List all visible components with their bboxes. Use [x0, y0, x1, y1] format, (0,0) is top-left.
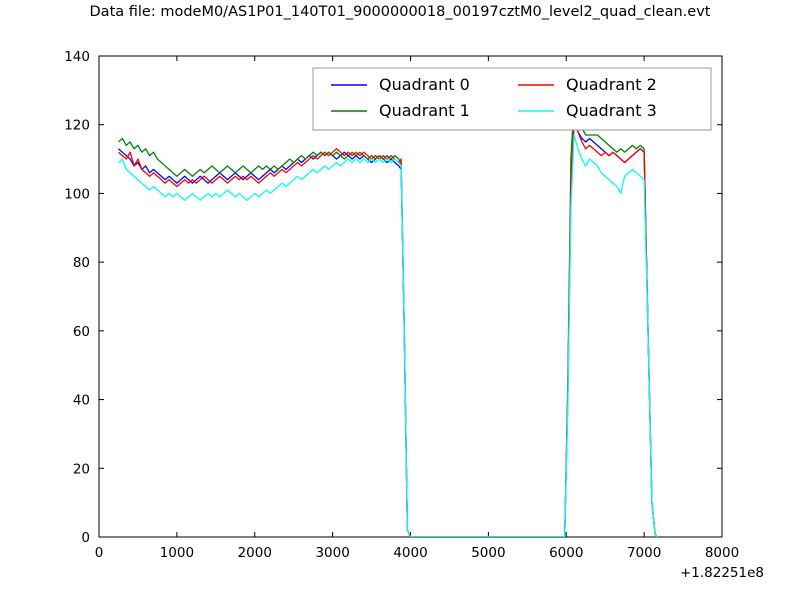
y-tick-label: 0 — [81, 530, 90, 546]
y-tick-label: 120 — [64, 118, 90, 134]
x-tick-label: 4000 — [393, 545, 427, 561]
legend-label-1: Quadrant 1 — [379, 101, 470, 120]
x-tick-label: 1000 — [160, 545, 194, 561]
y-tick-label: 20 — [73, 461, 90, 477]
series-line-0 — [118, 124, 658, 537]
y-tick-label: 80 — [73, 255, 90, 271]
legend-label-0: Quadrant 0 — [379, 75, 470, 94]
y-tick-label: 40 — [73, 393, 90, 409]
x-tick-label: 3000 — [315, 545, 349, 561]
x-tick-label: 2000 — [238, 545, 272, 561]
series-line-1 — [118, 103, 658, 537]
y-tick-label: 60 — [73, 324, 90, 340]
x-tick-label: 5000 — [471, 545, 505, 561]
series-line-3 — [118, 134, 658, 537]
series-line-2 — [118, 120, 658, 537]
legend-entry-0[interactable]: Quadrant 0 — [331, 75, 470, 94]
x-tick-label: 7000 — [627, 545, 661, 561]
x-tick-label: 0 — [95, 545, 104, 561]
legend-entry-1[interactable]: Quadrant 1 — [331, 101, 470, 120]
data-series-group — [118, 103, 658, 537]
legend-label-2: Quadrant 2 — [566, 75, 657, 94]
x-axis-offset-label: +1.82251e8 — [680, 565, 764, 581]
x-tick-label: 6000 — [549, 545, 583, 561]
y-tick-label: 140 — [64, 49, 90, 65]
legend-entry-3[interactable]: Quadrant 3 — [518, 101, 657, 120]
page-title: Data file: modeM0/AS1P01_140T01_90000000… — [89, 4, 711, 20]
x-tick-label: 8000 — [705, 545, 739, 561]
legend-label-3: Quadrant 3 — [566, 101, 657, 120]
legend-entry-2[interactable]: Quadrant 2 — [518, 75, 657, 94]
legend-box — [312, 67, 712, 131]
y-tick-label: 100 — [64, 186, 90, 202]
